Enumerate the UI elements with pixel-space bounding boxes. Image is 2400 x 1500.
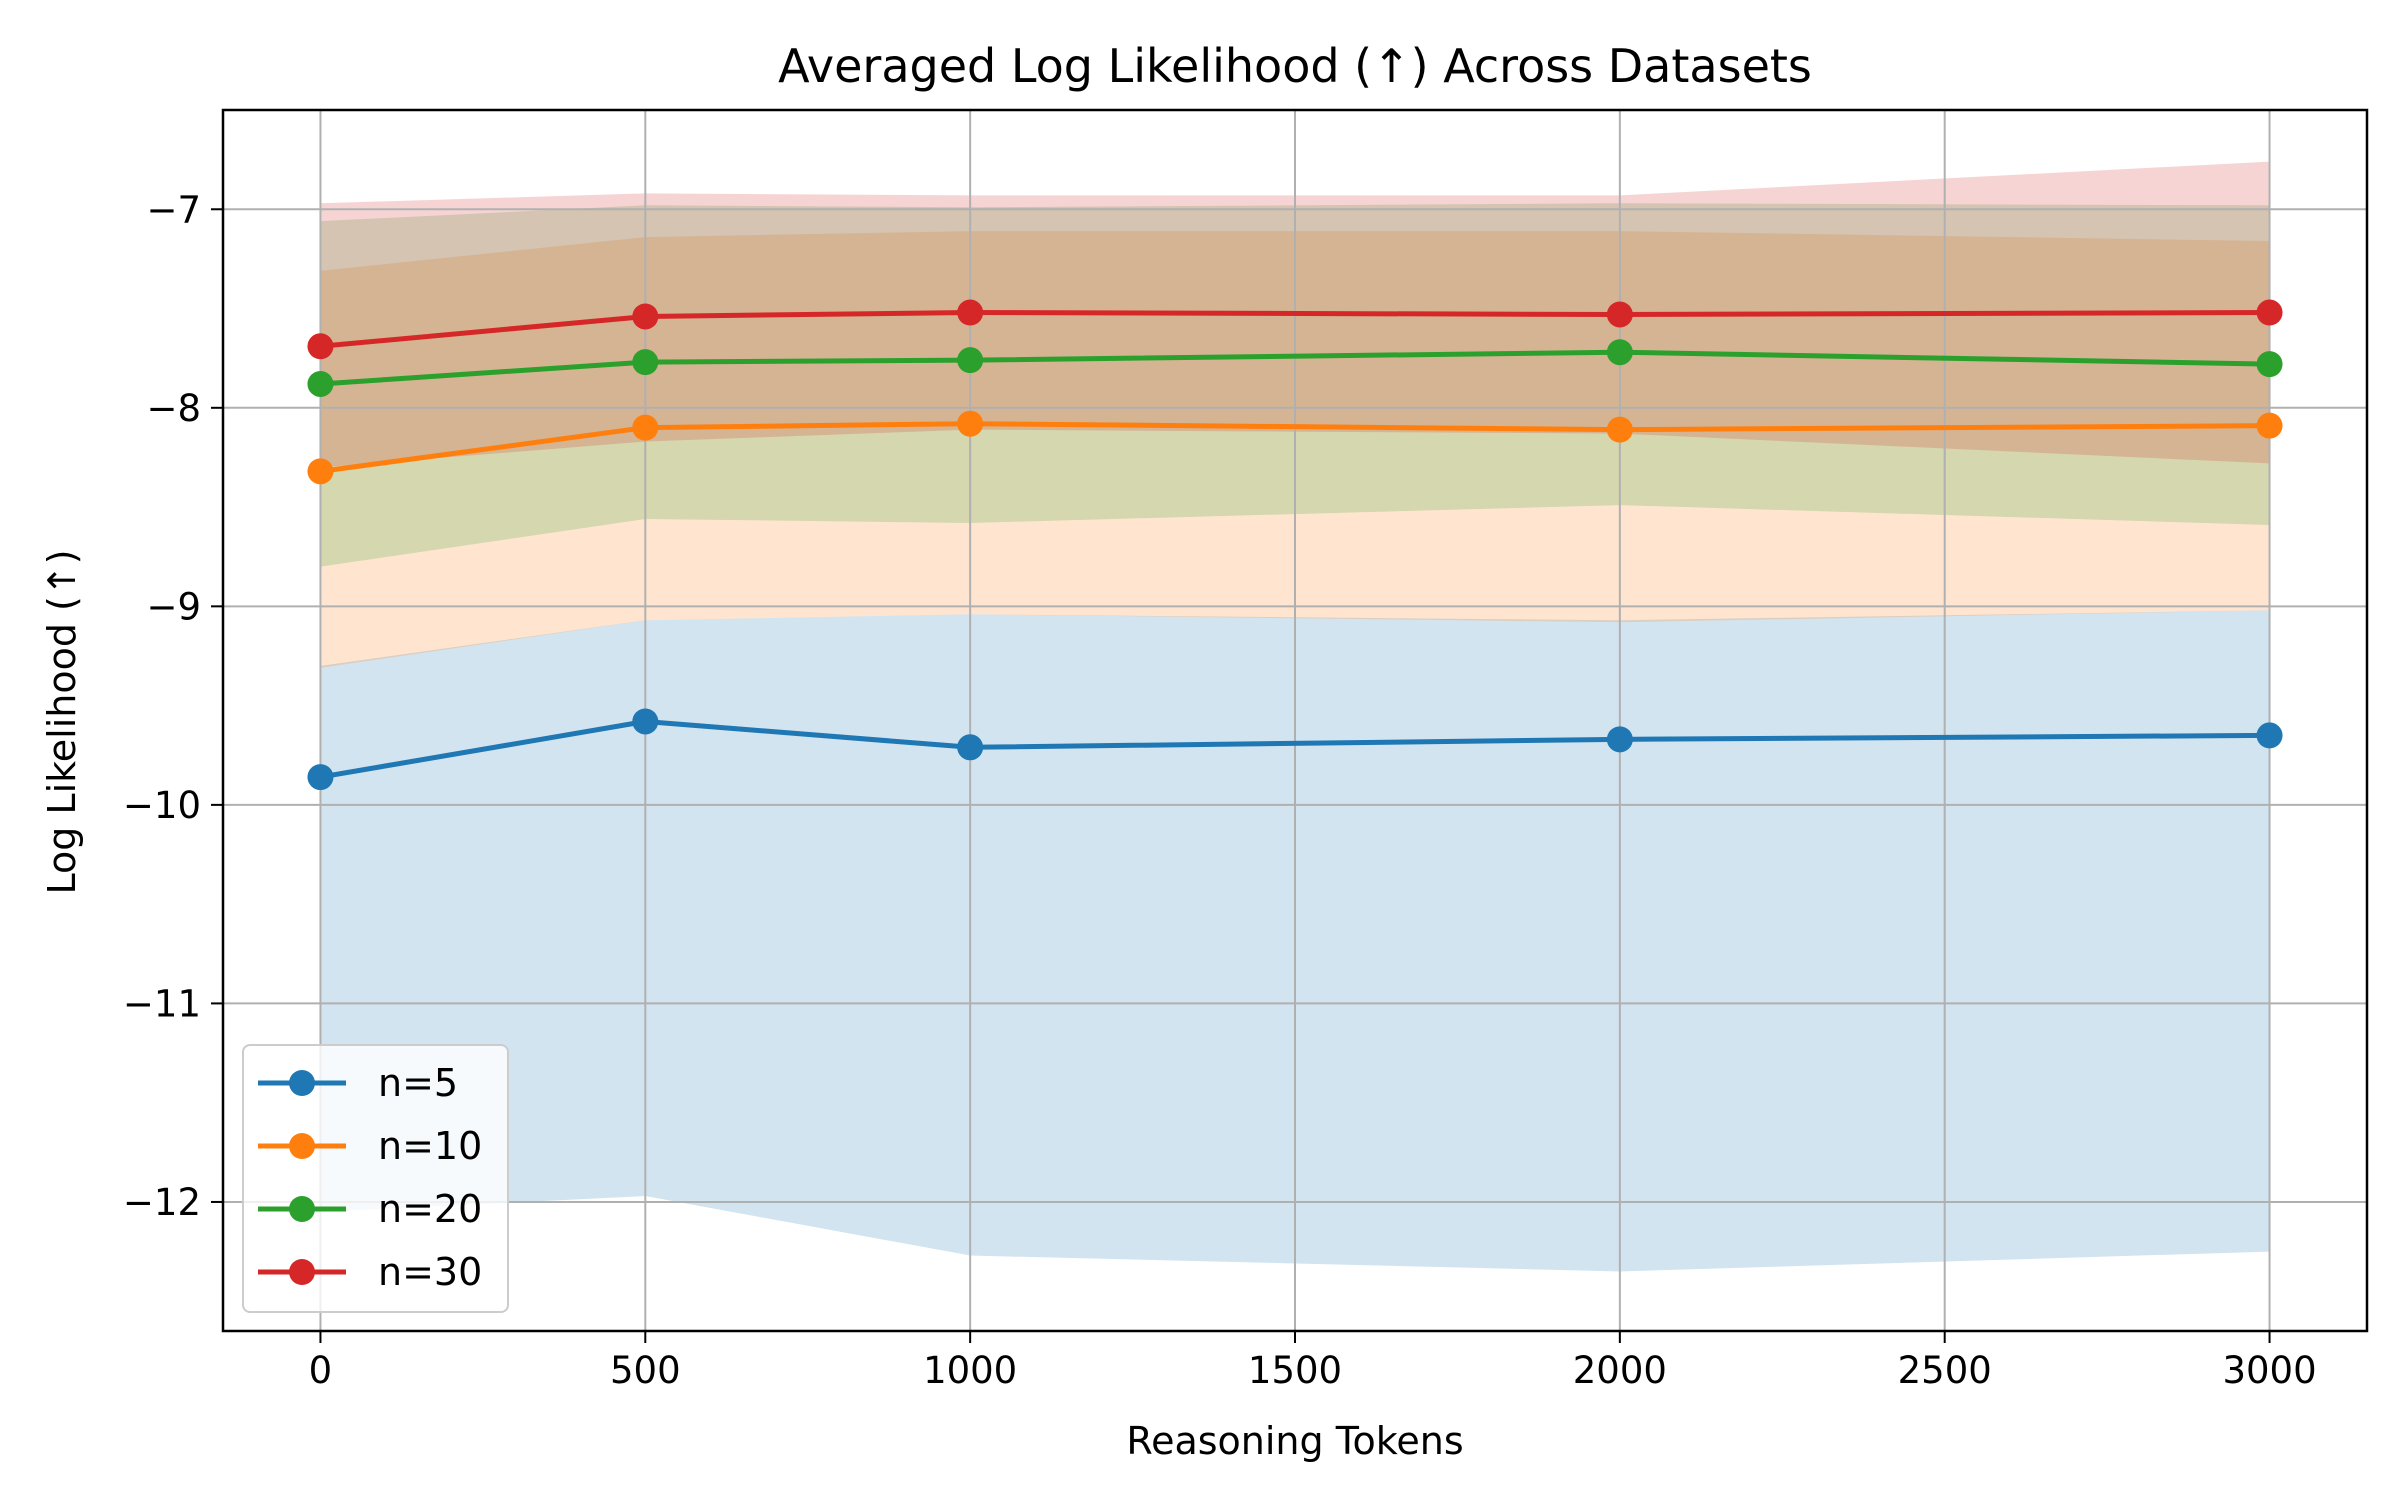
legend-marker-0 — [289, 1070, 315, 1096]
legend-marker-2 — [289, 1196, 315, 1222]
x-tick-label-3: 1500 — [1248, 1349, 1342, 1392]
legend-box — [242, 1044, 509, 1313]
legend-label-2: n=20 — [378, 1187, 482, 1231]
x-tick-label-2: 1000 — [923, 1349, 1017, 1392]
data-point-2-4 — [2256, 351, 2283, 378]
y-tick-label-1: −8 — [146, 387, 201, 430]
y-tick-label-3: −10 — [123, 784, 201, 827]
data-point-3-3 — [1606, 301, 1633, 328]
x-tick-label-5: 2500 — [1898, 1349, 1992, 1392]
legend-label-1: n=10 — [378, 1124, 482, 1168]
y-axis-ticks: −7 −8 −9 −10 −11 −12 — [123, 188, 223, 1224]
legend-label-0: n=5 — [378, 1061, 458, 1105]
data-point-0-2 — [957, 734, 984, 761]
data-point-3-4 — [2256, 299, 2283, 326]
data-point-3-2 — [957, 299, 984, 326]
y-tick-label-4: −11 — [123, 982, 201, 1025]
x-tick-label-6: 3000 — [2222, 1349, 2316, 1392]
data-point-2-1 — [632, 349, 659, 376]
x-axis-ticks: 0 500 1000 1500 2000 2500 3000 — [309, 1331, 2317, 1392]
legend: n=5 n=10 n=20 n=30 — [242, 1044, 509, 1313]
y-tick-label-0: −7 — [146, 188, 201, 231]
data-point-1-0 — [307, 458, 334, 485]
x-tick-label-4: 2000 — [1573, 1349, 1667, 1392]
data-point-1-3 — [1606, 416, 1633, 443]
data-point-3-1 — [632, 303, 659, 330]
x-tick-label-0: 0 — [309, 1349, 333, 1392]
data-point-1-1 — [632, 414, 659, 441]
data-point-0-0 — [307, 764, 334, 791]
data-point-0-1 — [632, 708, 659, 735]
data-point-3-0 — [307, 333, 334, 360]
legend-marker-1 — [289, 1133, 315, 1159]
data-point-2-2 — [957, 347, 984, 374]
legend-label-3: n=30 — [378, 1250, 482, 1294]
data-point-0-3 — [1606, 726, 1633, 753]
chart-title: Averaged Log Likelihood (↑) Across Datas… — [778, 39, 1812, 93]
x-tick-label-1: 500 — [610, 1349, 681, 1392]
y-tick-label-2: −9 — [146, 585, 201, 628]
data-point-1-2 — [957, 410, 984, 437]
data-point-1-4 — [2256, 412, 2283, 439]
data-point-2-0 — [307, 370, 334, 397]
legend-marker-3 — [289, 1259, 315, 1285]
x-axis-label: Reasoning Tokens — [1126, 1419, 1463, 1463]
y-tick-label-5: −12 — [123, 1181, 201, 1224]
y-axis-label: Log Likelihood (↑) — [40, 549, 84, 894]
series-lines — [307, 299, 2283, 791]
data-point-2-3 — [1606, 339, 1633, 366]
data-point-0-4 — [2256, 722, 2283, 749]
